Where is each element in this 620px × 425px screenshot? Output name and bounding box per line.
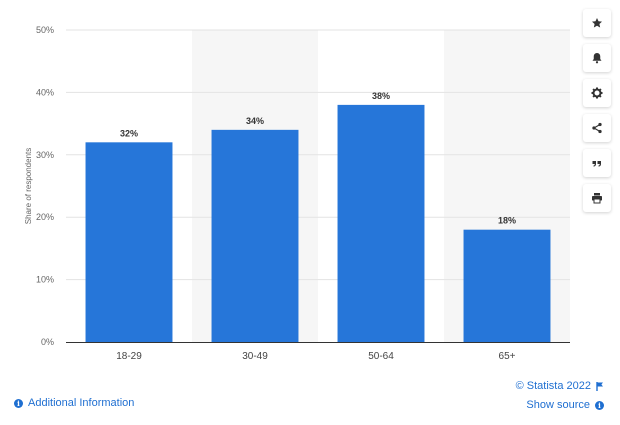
data-label: 34% [246, 116, 264, 126]
chart-toolbar [583, 9, 611, 219]
notification-button[interactable] [583, 44, 611, 72]
gear-icon [591, 87, 603, 99]
data-label: 18% [498, 216, 516, 226]
bell-icon [592, 53, 602, 64]
x-axis-ticks: 18-29 30-49 50-64 65+ [116, 351, 515, 362]
bars [85, 104, 551, 342]
data-label: 32% [120, 128, 138, 138]
y-tick-label: 0% [41, 337, 54, 347]
info-icon: i [14, 398, 23, 408]
x-tick-label: 30-49 [242, 351, 268, 362]
copyright-notice: © Statista 2022 [516, 380, 604, 392]
copyright-label: © Statista 2022 [515, 380, 591, 392]
x-tick-label: 50-64 [368, 351, 394, 362]
y-axis-ticks: 0% 10% 20% 30% 40% 50% [36, 25, 54, 347]
flag-icon [596, 381, 603, 391]
y-tick-label: 10% [36, 275, 54, 285]
cite-button[interactable] [583, 149, 611, 177]
share-icon [592, 122, 602, 134]
share-button[interactable] [583, 114, 611, 142]
favorite-button[interactable] [583, 9, 611, 37]
star-icon [592, 18, 602, 28]
show-source-link[interactable]: Show source i [526, 399, 604, 411]
y-tick-label: 20% [36, 212, 54, 222]
quote-icon [592, 161, 601, 167]
show-source-label: Show source [526, 399, 590, 411]
additional-information-link[interactable]: i Additional Information [14, 397, 134, 409]
y-tick-label: 40% [36, 87, 54, 97]
y-tick-label: 50% [36, 25, 54, 35]
print-button[interactable] [583, 184, 611, 212]
data-labels: 32% 34% 38% 18% [120, 91, 516, 226]
x-tick-label: 65+ [499, 351, 516, 362]
bar-30-49[interactable] [211, 129, 299, 342]
x-tick-label: 18-29 [116, 351, 142, 362]
bar-18-29[interactable] [85, 142, 173, 342]
settings-button[interactable] [583, 79, 611, 107]
bar-50-64[interactable] [337, 104, 425, 342]
y-tick-label: 30% [36, 150, 54, 160]
data-label: 38% [372, 91, 390, 101]
info-icon: i [595, 400, 604, 410]
printer-icon [592, 193, 602, 204]
y-axis-label: Share of respondents [24, 148, 33, 225]
additional-information-label: Additional Information [28, 397, 135, 409]
bar-65+[interactable] [463, 229, 551, 342]
